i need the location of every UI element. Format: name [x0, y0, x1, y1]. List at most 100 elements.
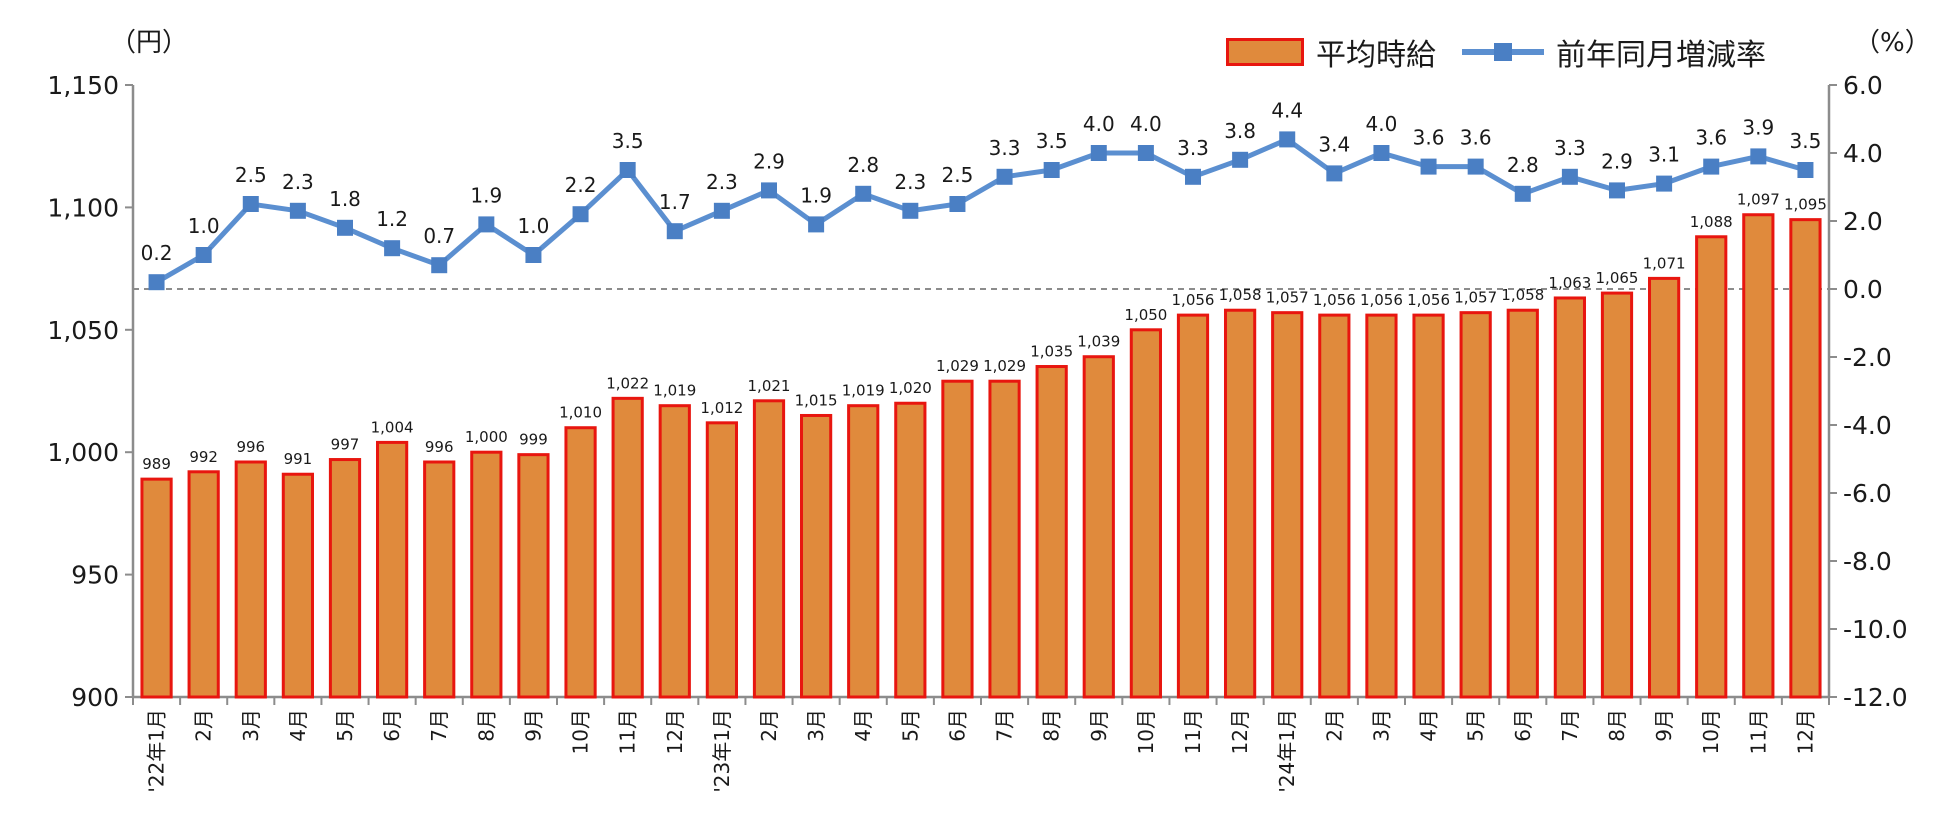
- bar: [328, 458, 362, 699]
- bar-value-label: 1,057: [1454, 289, 1497, 307]
- rate-marker: [1703, 158, 1720, 175]
- rate-marker: [1373, 145, 1390, 161]
- bar: [1553, 296, 1586, 699]
- rate-value-label: 3.6: [1413, 126, 1445, 150]
- bar: [1459, 311, 1492, 699]
- rate-value-label: 2.9: [1601, 149, 1633, 173]
- x-tick-label: 5月: [333, 709, 357, 742]
- bar: [1176, 313, 1210, 699]
- rate-value-label: 4.0: [1366, 112, 1398, 136]
- bar: [1695, 235, 1728, 699]
- rate-value-label: 0.7: [423, 224, 455, 248]
- x-tick-label: '23年1月: [710, 709, 734, 793]
- rate-marker: [1420, 158, 1437, 175]
- rate-value-label: 1.0: [188, 214, 220, 238]
- rate-value-label: 3.6: [1695, 126, 1727, 150]
- rate-value-label: 3.5: [1036, 129, 1068, 153]
- bar: [847, 404, 880, 699]
- bar-value-label: 1,050: [1124, 306, 1167, 324]
- rate-value-label: 4.0: [1130, 112, 1162, 136]
- bar-value-label: 999: [519, 431, 548, 449]
- rate-value-label: 3.8: [1224, 119, 1256, 143]
- rate-marker: [949, 196, 966, 212]
- bar: [752, 399, 786, 699]
- rate-marker: [1185, 168, 1201, 185]
- rate-value-label: 3.5: [612, 129, 644, 153]
- bar: [281, 472, 314, 699]
- bar: [470, 450, 503, 699]
- rate-marker: [619, 162, 636, 178]
- rate-marker: [289, 202, 306, 219]
- rate-marker: [1467, 158, 1484, 175]
- right-tick-label: 0.0: [1843, 275, 1883, 304]
- rate-value-label: 2.5: [235, 163, 267, 187]
- x-tick-label: 10月: [569, 709, 593, 754]
- x-tick-label: 3月: [804, 709, 828, 742]
- rate-marker: [713, 202, 730, 219]
- bar: [234, 460, 267, 699]
- rate-marker: [384, 240, 401, 257]
- rate-value-label: 2.3: [282, 170, 314, 194]
- rate-marker: [1514, 185, 1531, 202]
- bar-value-label: 989: [142, 455, 171, 473]
- rate-marker: [1797, 162, 1814, 178]
- bar: [611, 396, 644, 699]
- rate-value-label: 3.4: [1318, 132, 1350, 156]
- rate-marker: [1326, 165, 1343, 182]
- bar: [800, 413, 833, 699]
- x-tick-label: 10月: [1699, 709, 1723, 754]
- x-tick-label: 11月: [1746, 709, 1770, 754]
- rate-value-label: 3.5: [1790, 129, 1822, 153]
- legend-bar-swatch: [1226, 38, 1304, 66]
- rate-value-label: 2.3: [706, 170, 738, 194]
- bar-value-label: 1,015: [795, 391, 838, 409]
- right-tick-label: 2.0: [1843, 207, 1883, 236]
- bar-value-label: 1,029: [983, 357, 1026, 375]
- bar-value-label: 1,019: [842, 382, 885, 400]
- left-tick-label: 1,100: [47, 193, 119, 222]
- bar-value-label: 1,056: [1360, 291, 1403, 309]
- x-tick-label: 2月: [757, 709, 781, 742]
- bar-value-label: 1,010: [559, 404, 602, 422]
- x-tick-label: '24年1月: [1275, 709, 1299, 793]
- x-tick-label: 8月: [474, 709, 498, 742]
- bar-value-label: 1,065: [1596, 269, 1639, 287]
- bar-value-label: 1,004: [371, 418, 414, 436]
- x-tick-label: 9月: [1087, 709, 1111, 742]
- legend-line-swatch: [1462, 41, 1544, 63]
- rate-value-label: 3.9: [1742, 115, 1774, 139]
- x-tick-label: 6月: [380, 709, 404, 742]
- rate-value-label: 1.8: [329, 187, 361, 211]
- x-tick-label: 12月: [1228, 709, 1252, 754]
- chart-legend: 平均時給 前年同月増減率: [1200, 30, 1766, 74]
- bar-value-label: 1,039: [1077, 333, 1120, 351]
- right-tick-label: -2.0: [1843, 343, 1892, 372]
- bar-value-label: 1,056: [1313, 291, 1356, 309]
- x-tick-label: 8月: [1040, 709, 1064, 742]
- bar-value-label: 1,057: [1266, 289, 1309, 307]
- left-axis-unit: （円）: [110, 28, 189, 58]
- bar-value-label: 1,058: [1501, 286, 1544, 304]
- bar-value-label: 1,000: [465, 428, 508, 446]
- bar-value-label: 1,056: [1172, 291, 1215, 309]
- x-tick-label: 6月: [945, 709, 969, 742]
- bar: [1648, 276, 1681, 699]
- rate-marker: [1561, 168, 1578, 185]
- rate-marker: [902, 202, 919, 219]
- rate-value-label: 2.8: [1507, 153, 1539, 177]
- bar: [894, 401, 927, 699]
- legend-line-label: 前年同月増減率: [1556, 38, 1766, 73]
- x-tick-label: 10月: [1134, 709, 1158, 754]
- rate-value-label: 2.9: [753, 149, 785, 173]
- bar: [1365, 313, 1398, 699]
- bar-value-label: 1,056: [1407, 291, 1450, 309]
- rate-marker: [855, 185, 872, 202]
- rate-value-label: 1.9: [800, 183, 832, 207]
- bar-value-label: 1,021: [748, 377, 791, 395]
- x-tick-label: 2月: [1322, 709, 1346, 742]
- x-tick-label: 4月: [851, 709, 875, 742]
- rate-marker: [1279, 131, 1296, 148]
- bar: [1035, 365, 1068, 699]
- bar-value-label: 996: [236, 438, 265, 456]
- rate-marker: [431, 257, 448, 274]
